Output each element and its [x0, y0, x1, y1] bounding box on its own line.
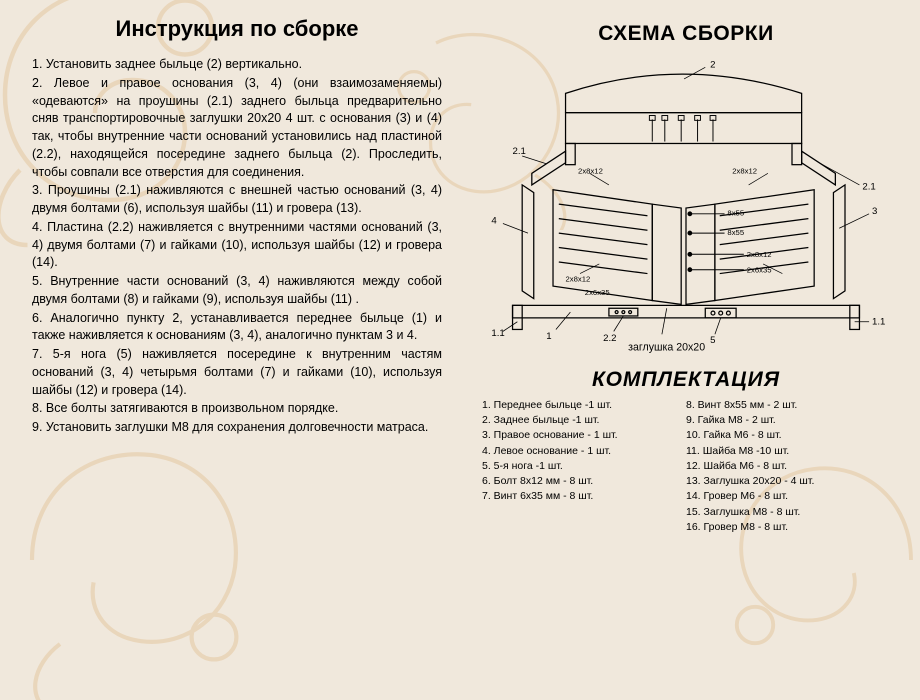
- step: 5. Внутренние части оснований (3, 4) наж…: [32, 273, 442, 309]
- step: 2. Левое и правое основания (3, 4) (они …: [32, 75, 442, 182]
- step: 8. Все болты затягиваются в произвольном…: [32, 400, 442, 418]
- part-item: 13. Заглушка 20х20 - 4 шт.: [686, 474, 890, 489]
- svg-text:2: 2: [710, 59, 715, 70]
- svg-text:8x55: 8x55: [727, 209, 744, 218]
- part-item: 16. Гровер М8 - 8 шт.: [686, 520, 890, 535]
- svg-text:2x8x12: 2x8x12: [747, 250, 772, 259]
- parts-title: КОМПЛЕКТАЦИЯ: [474, 368, 898, 392]
- instructions-title: Инструкция по сборке: [32, 16, 442, 42]
- step: 4. Пластина (2.2) наживляется с внутренн…: [32, 219, 442, 272]
- part-item: 3. Правое основание - 1 шт.: [482, 428, 686, 443]
- schema-title: СХЕМА СБОРКИ: [474, 22, 898, 46]
- svg-text:заглушка 20х20: заглушка 20х20: [628, 342, 705, 354]
- step: 6. Аналогично пункту 2, устанавливается …: [32, 310, 442, 346]
- step: 1. Установить заднее быльце (2) вертикал…: [32, 56, 442, 74]
- svg-text:2x8x12: 2x8x12: [566, 274, 591, 283]
- svg-text:2x6x35: 2x6x35: [585, 288, 610, 297]
- part-item: 10. Гайка М6 - 8 шт.: [686, 428, 890, 443]
- svg-text:2.2: 2.2: [603, 333, 616, 344]
- step: 7. 5-я нога (5) наживляется посередине к…: [32, 346, 442, 399]
- svg-text:2.1: 2.1: [862, 182, 875, 193]
- svg-text:3: 3: [872, 206, 877, 217]
- svg-text:2x8x12: 2x8x12: [732, 166, 757, 175]
- part-item: 5. 5-я нога -1 шт.: [482, 459, 686, 474]
- part-item: 4. Левое основание - 1 шт.: [482, 444, 686, 459]
- svg-text:1.1: 1.1: [491, 328, 504, 339]
- instructions-body: 1. Установить заднее быльце (2) вертикал…: [32, 56, 442, 437]
- svg-text:2x6x35: 2x6x35: [747, 266, 772, 275]
- svg-text:4: 4: [491, 215, 497, 226]
- svg-text:8x55: 8x55: [727, 228, 744, 237]
- part-item: 2. Заднее быльце -1 шт.: [482, 413, 686, 428]
- svg-text:1.1: 1.1: [872, 317, 885, 328]
- svg-text:5: 5: [710, 335, 715, 346]
- part-item: 14. Гровер М6 - 8 шт.: [686, 489, 890, 504]
- assembly-diagram: 2 2.1 2.1 4 3 1 1.1 1.1 2.2 5 2x8x12 2x8…: [474, 54, 898, 364]
- part-item: 7. Винт 6х35 мм - 8 шт.: [482, 489, 686, 504]
- svg-text:1: 1: [546, 331, 551, 342]
- part-item: 6. Болт 8х12 мм - 8 шт.: [482, 474, 686, 489]
- part-item: 9. Гайка М8 - 2 шт.: [686, 413, 890, 428]
- step: 9. Установить заглушки М8 для сохранения…: [32, 419, 442, 437]
- part-item: 1. Переднее быльце -1 шт.: [482, 398, 686, 413]
- svg-text:2x8x12: 2x8x12: [578, 166, 603, 175]
- part-item: 15. Заглушка М8 - 8 шт.: [686, 505, 890, 520]
- part-item: 11. Шайба М8 -10 шт.: [686, 444, 890, 459]
- svg-text:2.1: 2.1: [513, 146, 526, 157]
- parts-list: 1. Переднее быльце -1 шт. 2. Заднее быль…: [474, 398, 898, 535]
- part-item: 8. Винт 8х55 мм - 2 шт.: [686, 398, 890, 413]
- part-item: 12. Шайба М6 - 8 шт.: [686, 459, 890, 474]
- step: 3. Проушины (2.1) наживляются с внешней …: [32, 182, 442, 218]
